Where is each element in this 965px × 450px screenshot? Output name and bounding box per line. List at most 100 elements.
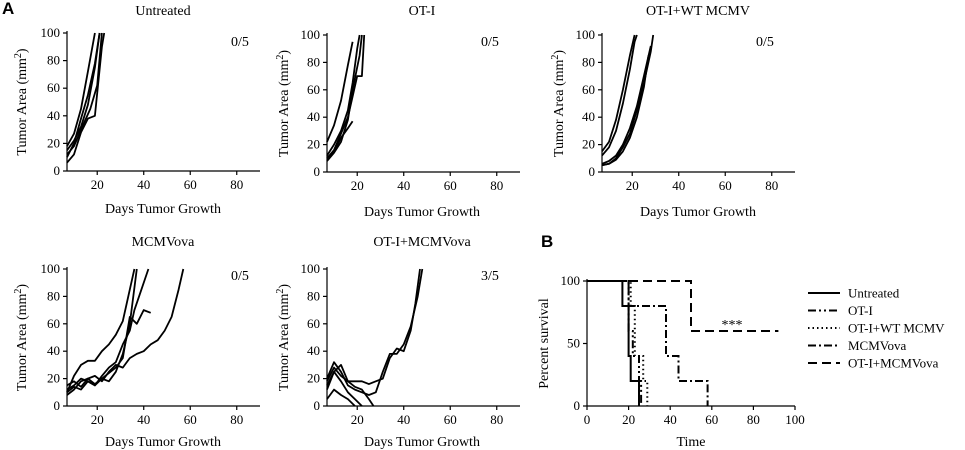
- legend-label: OT-I: [848, 303, 873, 318]
- tumor-curve-3: [326, 34, 363, 162]
- chart-title: OT-I+WT MCMV: [646, 4, 750, 19]
- tumor-curve-1: [66, 32, 96, 147]
- tumor-curve-5: [66, 32, 103, 155]
- x-tick-label: 20: [91, 412, 104, 427]
- y-tick-label: 100: [41, 25, 61, 40]
- y-tick-label: 40: [307, 343, 320, 358]
- y-tick-label: 60: [307, 82, 320, 97]
- tumor-curve-5: [66, 309, 152, 394]
- legend-label: OT-I+MCMVova: [848, 356, 939, 371]
- x-tick-label: 80: [765, 178, 778, 193]
- tumor-curve-4: [326, 388, 356, 407]
- panel-label-b: B: [541, 232, 553, 251]
- y-tick-label: 0: [54, 163, 61, 178]
- y-tick-label: 100: [41, 261, 61, 276]
- x-tick-label: 40: [137, 177, 150, 192]
- chart-title: OT-I: [409, 4, 436, 19]
- tumor-curve-5: [601, 55, 650, 167]
- x-tick-label: 60: [444, 178, 457, 193]
- y-tick-label: 50: [567, 336, 580, 351]
- x-tick-label: 40: [397, 412, 410, 427]
- survival-line-2: [587, 280, 643, 406]
- legend-label: OT-I+WT MCMV: [848, 321, 945, 336]
- survival-line-4: [587, 280, 709, 406]
- tumor-curve-1: [601, 34, 636, 152]
- x-tick-label: 40: [137, 412, 150, 427]
- x-tick-label: 40: [672, 178, 685, 193]
- x-tick-label: 60: [184, 177, 197, 192]
- tumor-curve-2: [66, 268, 150, 391]
- survival-line-1: [587, 280, 640, 406]
- tumor-curve-4: [326, 34, 361, 157]
- x-axis-label: Days Tumor Growth: [364, 435, 480, 450]
- annotation-label: 3/5: [481, 269, 499, 284]
- y-tick-label: 20: [307, 137, 320, 152]
- y-tick-label: 80: [47, 288, 60, 303]
- y-tick-label: 80: [47, 53, 60, 68]
- y-tick-label: 60: [307, 316, 320, 331]
- tumor-curve-5: [326, 120, 354, 159]
- legend-label: MCMVova: [848, 338, 907, 353]
- y-tick-label: 100: [561, 273, 581, 288]
- tumor-curve-1: [66, 268, 136, 393]
- tumor-curve-2: [601, 34, 638, 157]
- tumor-curve-3: [66, 32, 106, 164]
- y-tick-label: 100: [576, 27, 596, 42]
- y-tick-label: 100: [301, 261, 321, 276]
- x-tick-label: 60: [444, 412, 457, 427]
- tumor-curve-4: [66, 32, 101, 151]
- tumor-curve-2: [326, 34, 366, 159]
- x-tick-label: 100: [785, 412, 805, 427]
- annotation-label: ***: [722, 318, 743, 333]
- y-tick-label: 0: [574, 398, 581, 413]
- y-tick-label: 0: [589, 164, 596, 179]
- annotation-label: 0/5: [481, 35, 499, 50]
- y-tick-label: 40: [307, 109, 320, 124]
- annotation-label: 0/5: [231, 35, 249, 50]
- y-axis-label: Tumor Area (mm2): [13, 284, 30, 391]
- x-tick-label: 20: [91, 177, 104, 192]
- x-axis-label: Days Tumor Growth: [105, 202, 221, 217]
- x-tick-label: 80: [490, 412, 503, 427]
- annotation-label: 0/5: [231, 269, 249, 284]
- x-axis-label: Days Tumor Growth: [640, 205, 756, 220]
- tumor-curve-5: [326, 370, 363, 407]
- chart-untreated: Untreated 0 20 40 60 80 100 20 40 60 80 Days Tumor …: [13, 4, 260, 217]
- x-tick-label: 60: [184, 412, 197, 427]
- y-tick-label: 80: [307, 54, 320, 69]
- y-axis-label: Tumor Area (mm2): [275, 284, 292, 391]
- y-tick-label: 80: [307, 288, 320, 303]
- x-tick-label: 40: [397, 178, 410, 193]
- annotation-label: 0/5: [756, 35, 774, 50]
- survival-line-5: [587, 280, 779, 332]
- y-tick-label: 60: [582, 82, 595, 97]
- survival-line-3: [587, 280, 649, 406]
- x-axis-label: Days Tumor Growth: [105, 435, 221, 450]
- tumor-curve-3: [326, 268, 424, 396]
- y-tick-label: 40: [47, 343, 60, 358]
- chart-ot-i: OT-I 0 20 40 60 80 100 20 40 60 80 Days Tumor Growt…: [275, 4, 520, 220]
- y-tick-label: 20: [47, 135, 60, 150]
- x-tick-label: 20: [622, 412, 635, 427]
- y-axis-label: Tumor Area (mm2): [275, 50, 292, 157]
- x-tick-label: 80: [747, 412, 760, 427]
- y-tick-label: 60: [47, 316, 60, 331]
- x-tick-label: 60: [705, 412, 718, 427]
- tumor-curve-1: [326, 363, 375, 407]
- y-tick-label: 60: [47, 80, 60, 95]
- y-tick-label: 100: [301, 27, 321, 42]
- panel-label-a: A: [2, 0, 14, 18]
- x-tick-label: 20: [351, 412, 364, 427]
- chart-ot-i-wt-mcmv: OT-I+WT MCMV 0 20 40 60 80 100 20 40 60 80 Days Tum…: [550, 4, 795, 220]
- legend-label: Untreated: [848, 286, 900, 301]
- y-tick-label: 0: [54, 398, 61, 413]
- x-tick-label: 20: [351, 178, 364, 193]
- y-tick-label: 40: [47, 108, 60, 123]
- x-tick-label: 40: [664, 412, 677, 427]
- x-tick-label: 80: [490, 178, 503, 193]
- chart-mcmvova: MCMVova 0 20 40 60 80 100 20 40 60 80 Days Tumor Gr…: [13, 235, 260, 450]
- y-axis-label: Percent survival: [537, 298, 552, 389]
- x-axis-label: Time: [676, 435, 705, 450]
- x-tick-label: 20: [626, 178, 639, 193]
